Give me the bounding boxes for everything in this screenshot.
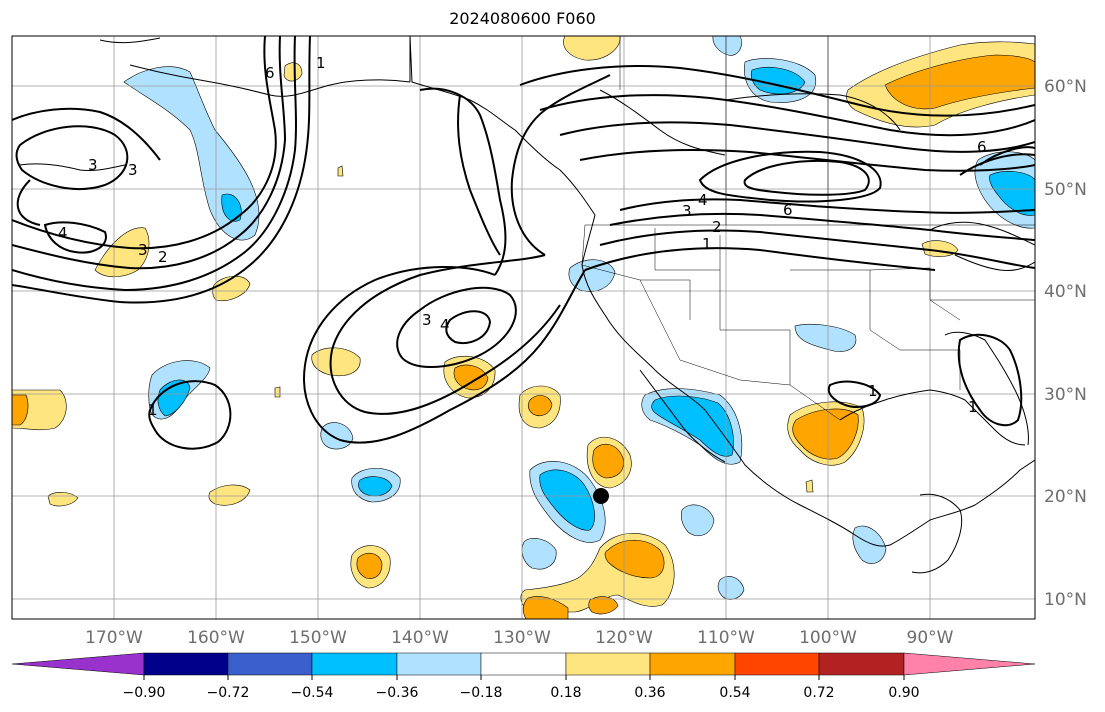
contour-label-6-east: 6	[977, 138, 987, 156]
contour-label-1-florida: 1	[968, 398, 978, 416]
contour-label-2-pacific: 2	[158, 248, 168, 266]
contour-label-2-canada: 2	[712, 218, 722, 236]
colorbar-segment	[143, 652, 229, 676]
contour-label-3-bering-b: 3	[128, 161, 138, 179]
lon-label-150w: 150°W	[289, 628, 347, 648]
colorbar-segment	[227, 652, 313, 676]
lat-label-30n: 30°N	[1044, 385, 1087, 405]
contour-label-4-pacific: 4	[58, 224, 68, 242]
lon-label-130w: 130°W	[493, 628, 551, 648]
colorbar-tick-label: 0.54	[719, 685, 750, 701]
contour-label-6-alaska: 6	[265, 64, 275, 82]
colorbar-ticks	[143, 675, 905, 680]
colorbar-segment	[818, 652, 905, 676]
lat-label-60n: 60°N	[1044, 77, 1087, 97]
contour-label-3-pacific: 3	[138, 241, 148, 259]
colorbar-tick-label: −0.90	[123, 685, 166, 701]
colorbar-tick-label: 0.72	[803, 685, 834, 701]
latitude-labels: 60°N 50°N 40°N 30°N 20°N 10°N	[1044, 77, 1087, 610]
contour-label-1-alaska: 1	[316, 54, 326, 72]
map-title: 2024080600 F060	[449, 9, 596, 28]
lat-label-40n: 40°N	[1044, 282, 1087, 302]
contour-lines	[12, 36, 1035, 450]
map-background	[12, 36, 1035, 619]
colorbar-tick-label: −0.36	[376, 685, 419, 701]
contour-label-6-canada: 6	[783, 201, 793, 219]
colorbar-tick-label: −0.18	[460, 685, 503, 701]
colorbar-tick-label: −0.54	[291, 685, 334, 701]
colorbar-segment	[734, 652, 820, 676]
contour-value-labels: 6 1 3 3 4 3 2 3 4 4 3 2 1 6 6 1 1 1	[58, 54, 987, 419]
lon-label-120w: 120°W	[595, 628, 653, 648]
contour-label-3-bering: 3	[88, 156, 98, 174]
map-frame	[11, 35, 1036, 620]
lat-label-50n: 50°N	[1044, 180, 1087, 200]
colorbar-segment	[396, 652, 482, 676]
lon-label-170w: 170°W	[85, 628, 143, 648]
contour-label-4-canada: 4	[698, 191, 708, 209]
contour-label-3-canada: 3	[682, 202, 692, 220]
colorbar-tick-label: 0.36	[634, 685, 665, 701]
colorbar-tick-label: 0.90	[888, 685, 919, 701]
longitude-labels: 170°W 160°W 150°W 140°W 130°W 120°W 110°…	[85, 628, 954, 648]
lon-label-140w: 140°W	[391, 628, 449, 648]
colorbar-tick-label: −0.72	[207, 685, 250, 701]
lon-label-160w: 160°W	[187, 628, 245, 648]
contour-label-1-canada: 1	[702, 235, 712, 253]
lat-label-20n: 20°N	[1044, 487, 1087, 507]
colorbar-segment	[565, 652, 651, 676]
contour-label-4-low: 4	[440, 316, 450, 334]
contour-label-1-hawaii: 1	[148, 401, 158, 419]
colorbar-tick-labels: −0.90 −0.72 −0.54 −0.36 −0.18 0.18 0.36 …	[123, 685, 920, 701]
contour-label-1-texas: 1	[868, 382, 878, 400]
lon-label-100w: 100°W	[799, 628, 857, 648]
colorbar-segment	[311, 652, 398, 676]
colorbar-extend-low	[11, 652, 145, 676]
colorbar-segment	[480, 652, 567, 676]
contour-label-3-low: 3	[422, 311, 432, 329]
lon-label-110w: 110°W	[697, 628, 755, 648]
negative-anomaly-shading	[123, 36, 1035, 600]
positive-anomaly-shading	[12, 36, 1035, 619]
point-marker	[593, 488, 609, 504]
colorbar	[11, 652, 1036, 676]
lon-label-90w: 90°W	[907, 628, 954, 648]
coastlines	[19, 36, 1035, 574]
colorbar-extend-high	[903, 652, 1036, 676]
colorbar-tick-label: 0.18	[550, 685, 581, 701]
colorbar-segment	[649, 652, 736, 676]
lat-label-10n: 10°N	[1044, 590, 1087, 610]
